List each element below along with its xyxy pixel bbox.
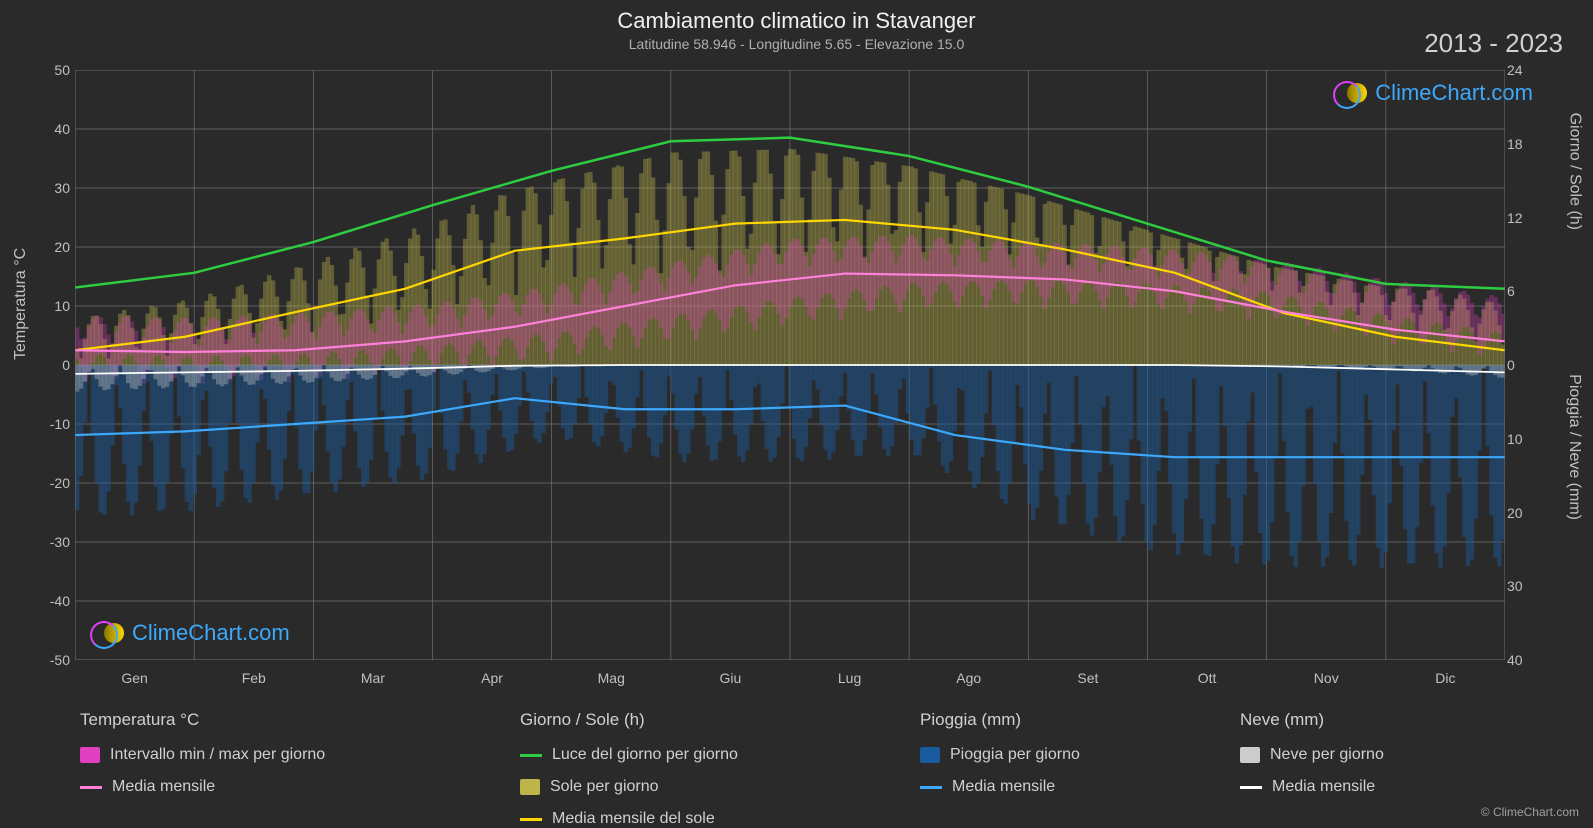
tick-x: Set (1077, 670, 1098, 686)
legend-label: Media mensile (112, 778, 215, 796)
y-axis-right-bottom-label: Pioggia / Neve (mm) (1565, 374, 1583, 520)
tick-left: 50 (40, 62, 70, 78)
legend-item: Intervallo min / max per giorno (80, 746, 480, 764)
tick-left: -20 (40, 475, 70, 491)
legend-label: Media mensile del sole (552, 810, 715, 828)
year-range: 2013 - 2023 (1424, 28, 1563, 59)
legend: Temperatura °C Intervallo min / max per … (80, 710, 1563, 828)
tick-x: Giu (720, 670, 742, 686)
tick-right-bottom: 30 (1507, 578, 1531, 594)
tick-left: -50 (40, 652, 70, 668)
legend-label: Pioggia per giorno (950, 746, 1080, 764)
legend-item: Media mensile (920, 778, 1200, 796)
tick-x: Feb (242, 670, 266, 686)
tick-left: -30 (40, 534, 70, 550)
tick-left: 10 (40, 298, 70, 314)
tick-right-bottom: 20 (1507, 505, 1531, 521)
legend-item: Media mensile del sole (520, 810, 880, 828)
tick-x: Ago (956, 670, 981, 686)
tick-right-top: 12 (1507, 210, 1531, 226)
legend-header: Giorno / Sole (h) (520, 710, 880, 730)
copyright: © ClimeChart.com (1481, 805, 1579, 819)
legend-item: Media mensile (80, 778, 480, 796)
legend-label: Media mensile (952, 778, 1055, 796)
legend-label: Neve per giorno (1270, 746, 1384, 764)
tick-right-top: 24 (1507, 62, 1531, 78)
tick-x: Mar (361, 670, 385, 686)
legend-swatch (1240, 786, 1262, 789)
y-axis-right-top-label: Giorno / Sole (h) (1565, 113, 1583, 230)
legend-label: Media mensile (1272, 778, 1375, 796)
tick-right-bottom: 10 (1507, 431, 1531, 447)
legend-col-day: Giorno / Sole (h) Luce del giorno per gi… (520, 710, 880, 828)
tick-left: 20 (40, 239, 70, 255)
legend-swatch (520, 818, 542, 821)
tick-right-top: 6 (1507, 283, 1531, 299)
tick-right-bottom: 40 (1507, 652, 1531, 668)
legend-item: Neve per giorno (1240, 746, 1563, 764)
tick-left: 40 (40, 121, 70, 137)
legend-label: Luce del giorno per giorno (552, 746, 738, 764)
legend-item: Sole per giorno (520, 778, 880, 796)
legend-label: Sole per giorno (550, 778, 659, 796)
tick-x: Mag (598, 670, 625, 686)
legend-item: Media mensile (1240, 778, 1563, 796)
tick-x: Apr (481, 670, 503, 686)
tick-x: Nov (1314, 670, 1339, 686)
tick-x: Lug (838, 670, 861, 686)
legend-swatch (920, 786, 942, 789)
legend-col-temp: Temperatura °C Intervallo min / max per … (80, 710, 480, 828)
legend-header: Temperatura °C (80, 710, 480, 730)
chart-title: Cambiamento climatico in Stavanger (0, 8, 1593, 34)
tick-left: 0 (40, 357, 70, 373)
legend-label: Intervallo min / max per giorno (110, 746, 325, 764)
tick-right-top: 0 (1507, 357, 1531, 373)
tick-left: 30 (40, 180, 70, 196)
legend-swatch (520, 779, 540, 795)
legend-swatch (920, 747, 940, 763)
tick-x: Gen (121, 670, 147, 686)
climate-chart-container: Cambiamento climatico in Stavanger Latit… (0, 0, 1593, 825)
tick-left: -40 (40, 593, 70, 609)
tick-right-top: 18 (1507, 136, 1531, 152)
legend-swatch (520, 754, 542, 757)
tick-x: Dic (1435, 670, 1455, 686)
tick-left: -10 (40, 416, 70, 432)
chart-subtitle: Latitudine 58.946 - Longitudine 5.65 - E… (0, 36, 1593, 52)
legend-item: Pioggia per giorno (920, 746, 1200, 764)
legend-swatch (1240, 747, 1260, 763)
legend-item: Luce del giorno per giorno (520, 746, 880, 764)
legend-swatch (80, 786, 102, 789)
plot-svg (75, 70, 1505, 660)
legend-header: Neve (mm) (1240, 710, 1563, 730)
legend-header: Pioggia (mm) (920, 710, 1200, 730)
tick-x: Ott (1198, 670, 1217, 686)
legend-col-rain: Pioggia (mm) Pioggia per giorno Media men… (920, 710, 1200, 828)
legend-swatch (80, 747, 100, 763)
y-axis-left-label: Temperatura °C (12, 248, 30, 360)
